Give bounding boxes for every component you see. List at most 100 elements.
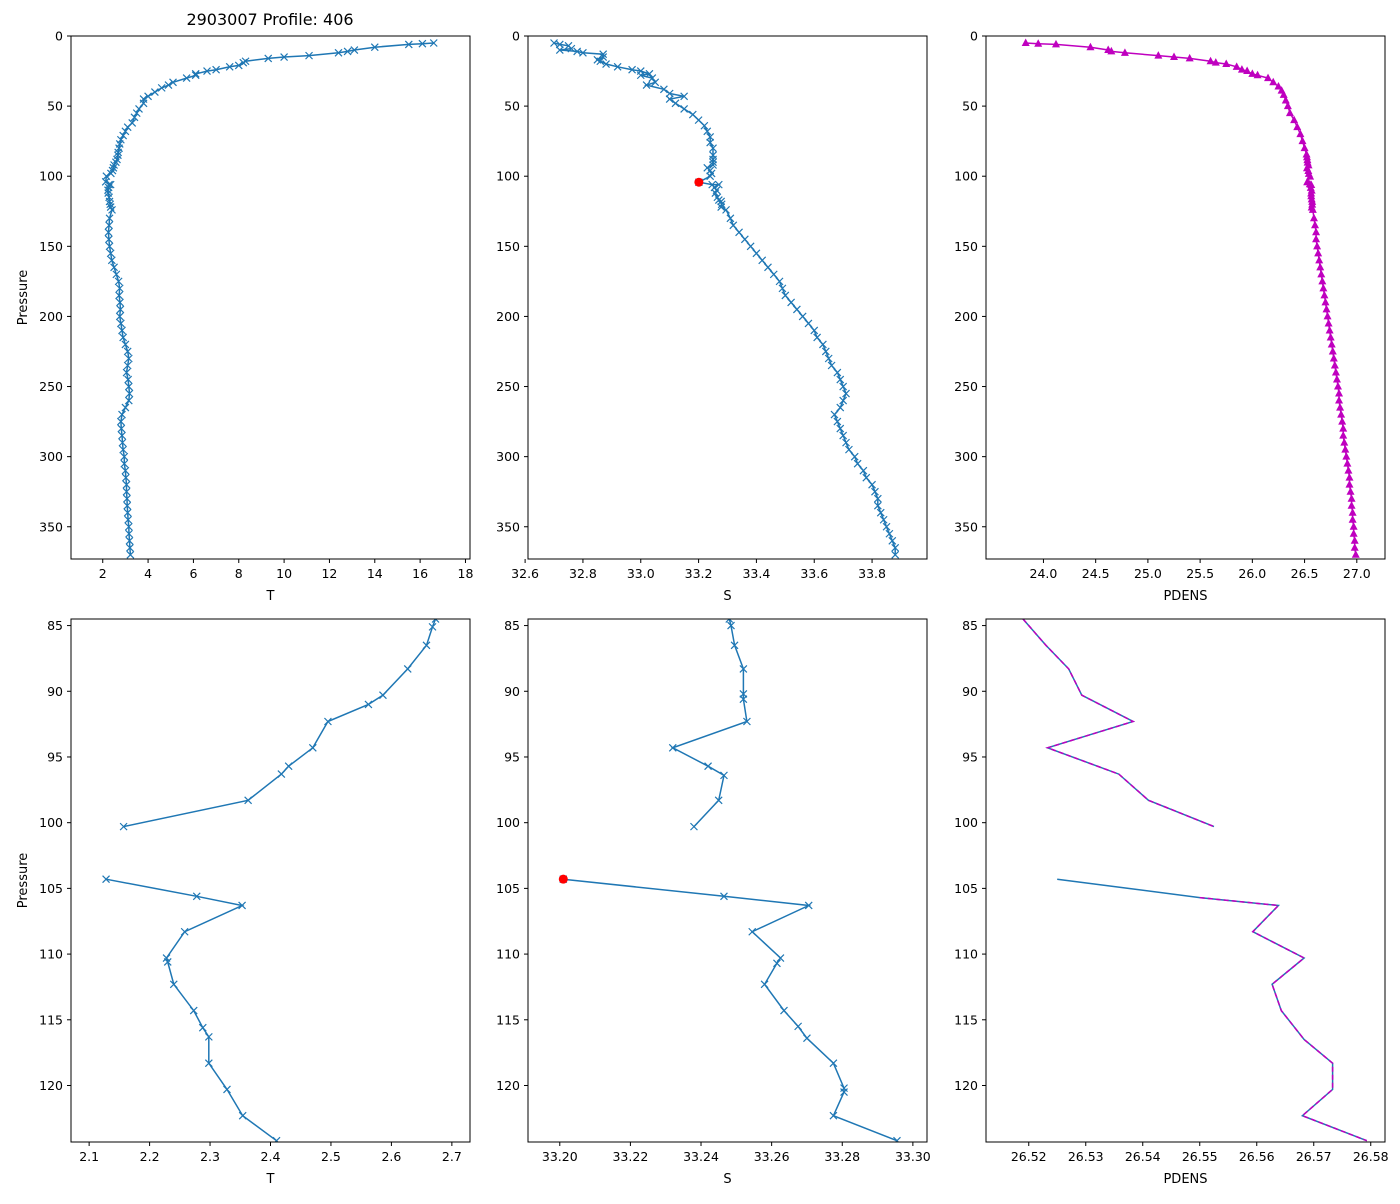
x-marker: [798, 312, 807, 321]
x-marker: [842, 438, 850, 447]
y-tick-label: 95: [962, 749, 978, 764]
x-marker: [116, 298, 124, 307]
triangle-marker: [1339, 431, 1348, 439]
x-marker: [717, 200, 726, 209]
x-marker: [124, 396, 133, 405]
x-marker: [124, 354, 133, 363]
x-tick-label: 32.8: [569, 566, 597, 581]
x-marker: [714, 796, 723, 805]
x-marker: [714, 196, 723, 204]
y-tick-label: 85: [504, 618, 520, 633]
x-axis-label: S: [723, 1172, 731, 1187]
x-marker: [204, 1059, 213, 1068]
x-marker: [107, 256, 116, 265]
x-tick-label: 26.0: [1238, 566, 1266, 581]
x-tick-label: 8: [235, 566, 243, 581]
x-marker: [717, 203, 726, 211]
x-axis-label: PDENS: [1163, 589, 1207, 604]
x-marker: [106, 200, 115, 209]
x-marker: [180, 927, 189, 936]
triangle-marker: [1283, 101, 1292, 110]
x-marker: [735, 228, 743, 237]
x-marker: [665, 95, 674, 104]
x-marker: [651, 78, 660, 87]
series-line: [105, 878, 277, 1142]
x-marker: [115, 284, 124, 293]
x-marker: [778, 284, 787, 293]
y-tick-label: 0: [512, 29, 520, 44]
triangle-marker: [1348, 515, 1357, 523]
triangle-marker: [1290, 115, 1299, 124]
y-tick-label: 250: [496, 379, 520, 394]
axes-frame: [985, 35, 1386, 560]
triangle-marker: [1315, 255, 1324, 264]
y-tick-label: 150: [496, 239, 520, 254]
x-marker: [829, 1059, 838, 1068]
plot-area: [1022, 619, 1368, 1142]
x-tick-label: 25.0: [1134, 566, 1162, 581]
x-marker: [118, 438, 127, 447]
x-marker: [234, 61, 243, 70]
y-tick-label: 0: [55, 29, 63, 44]
x-tick-label: 14: [367, 566, 383, 581]
x-marker: [110, 263, 118, 272]
x-marker: [120, 459, 129, 468]
x-tick-label: 26.58: [1353, 1149, 1389, 1164]
y-tick-label: 200: [954, 309, 978, 324]
x-marker: [873, 494, 882, 503]
x-marker: [659, 85, 668, 94]
triangle-marker: [1335, 389, 1344, 397]
triangle-marker: [1248, 69, 1257, 77]
x-marker: [579, 48, 587, 57]
triangle-marker: [1308, 205, 1317, 213]
triangle-marker: [1298, 136, 1307, 145]
x-marker: [818, 340, 827, 349]
triangle-marker: [1340, 438, 1349, 446]
x-marker: [122, 480, 131, 489]
x-marker: [121, 466, 130, 475]
x-marker: [764, 263, 772, 272]
triangle-marker: [1021, 38, 1030, 47]
x-marker: [873, 501, 882, 510]
x-marker: [680, 92, 689, 101]
x-tick-label: 10: [276, 566, 292, 581]
triangle-marker: [1086, 42, 1095, 51]
y-tick-label: 95: [47, 749, 63, 764]
highlight-point: [694, 177, 704, 187]
x-marker: [123, 361, 132, 370]
x-tick-label: 33.4: [742, 566, 770, 581]
triangle-marker: [1345, 480, 1354, 488]
x-marker: [555, 46, 564, 54]
triangle-marker: [1326, 332, 1335, 341]
triangle-marker: [1321, 297, 1330, 306]
chart-panel-4: 2.1 2.2 2.3 2.4 2.5 2.6 2.7 85 90 95 100 105 110 115 1…: [16, 618, 471, 1187]
x-marker: [114, 148, 123, 157]
plot-area: [101, 39, 438, 559]
x-marker: [272, 1136, 281, 1142]
x-marker: [135, 104, 143, 113]
x-marker: [121, 473, 130, 482]
x-marker: [665, 89, 674, 98]
x-marker: [868, 480, 876, 489]
x-marker: [703, 127, 712, 136]
triangle-marker: [1319, 283, 1328, 292]
x-marker: [760, 980, 769, 989]
y-tick-label: 115: [496, 1012, 520, 1027]
x-tick-label: 2.1: [79, 1149, 99, 1164]
x-marker: [839, 431, 848, 440]
x-marker: [110, 161, 118, 169]
x-tick-label: 6: [189, 566, 197, 581]
x-marker: [106, 249, 115, 258]
x-tick-label: 33.22: [612, 1149, 648, 1164]
x-marker: [780, 1006, 788, 1015]
x-tick-label: 26.54: [1125, 1149, 1161, 1164]
triangle-marker: [1324, 318, 1333, 327]
x-tick-label: 26.55: [1182, 1149, 1218, 1164]
series-line: [553, 42, 896, 555]
y-tick-label: 110: [39, 947, 63, 962]
y-tick-label: 300: [496, 449, 520, 464]
x-marker: [163, 958, 172, 966]
x-marker: [628, 65, 637, 74]
x-marker: [671, 99, 680, 108]
